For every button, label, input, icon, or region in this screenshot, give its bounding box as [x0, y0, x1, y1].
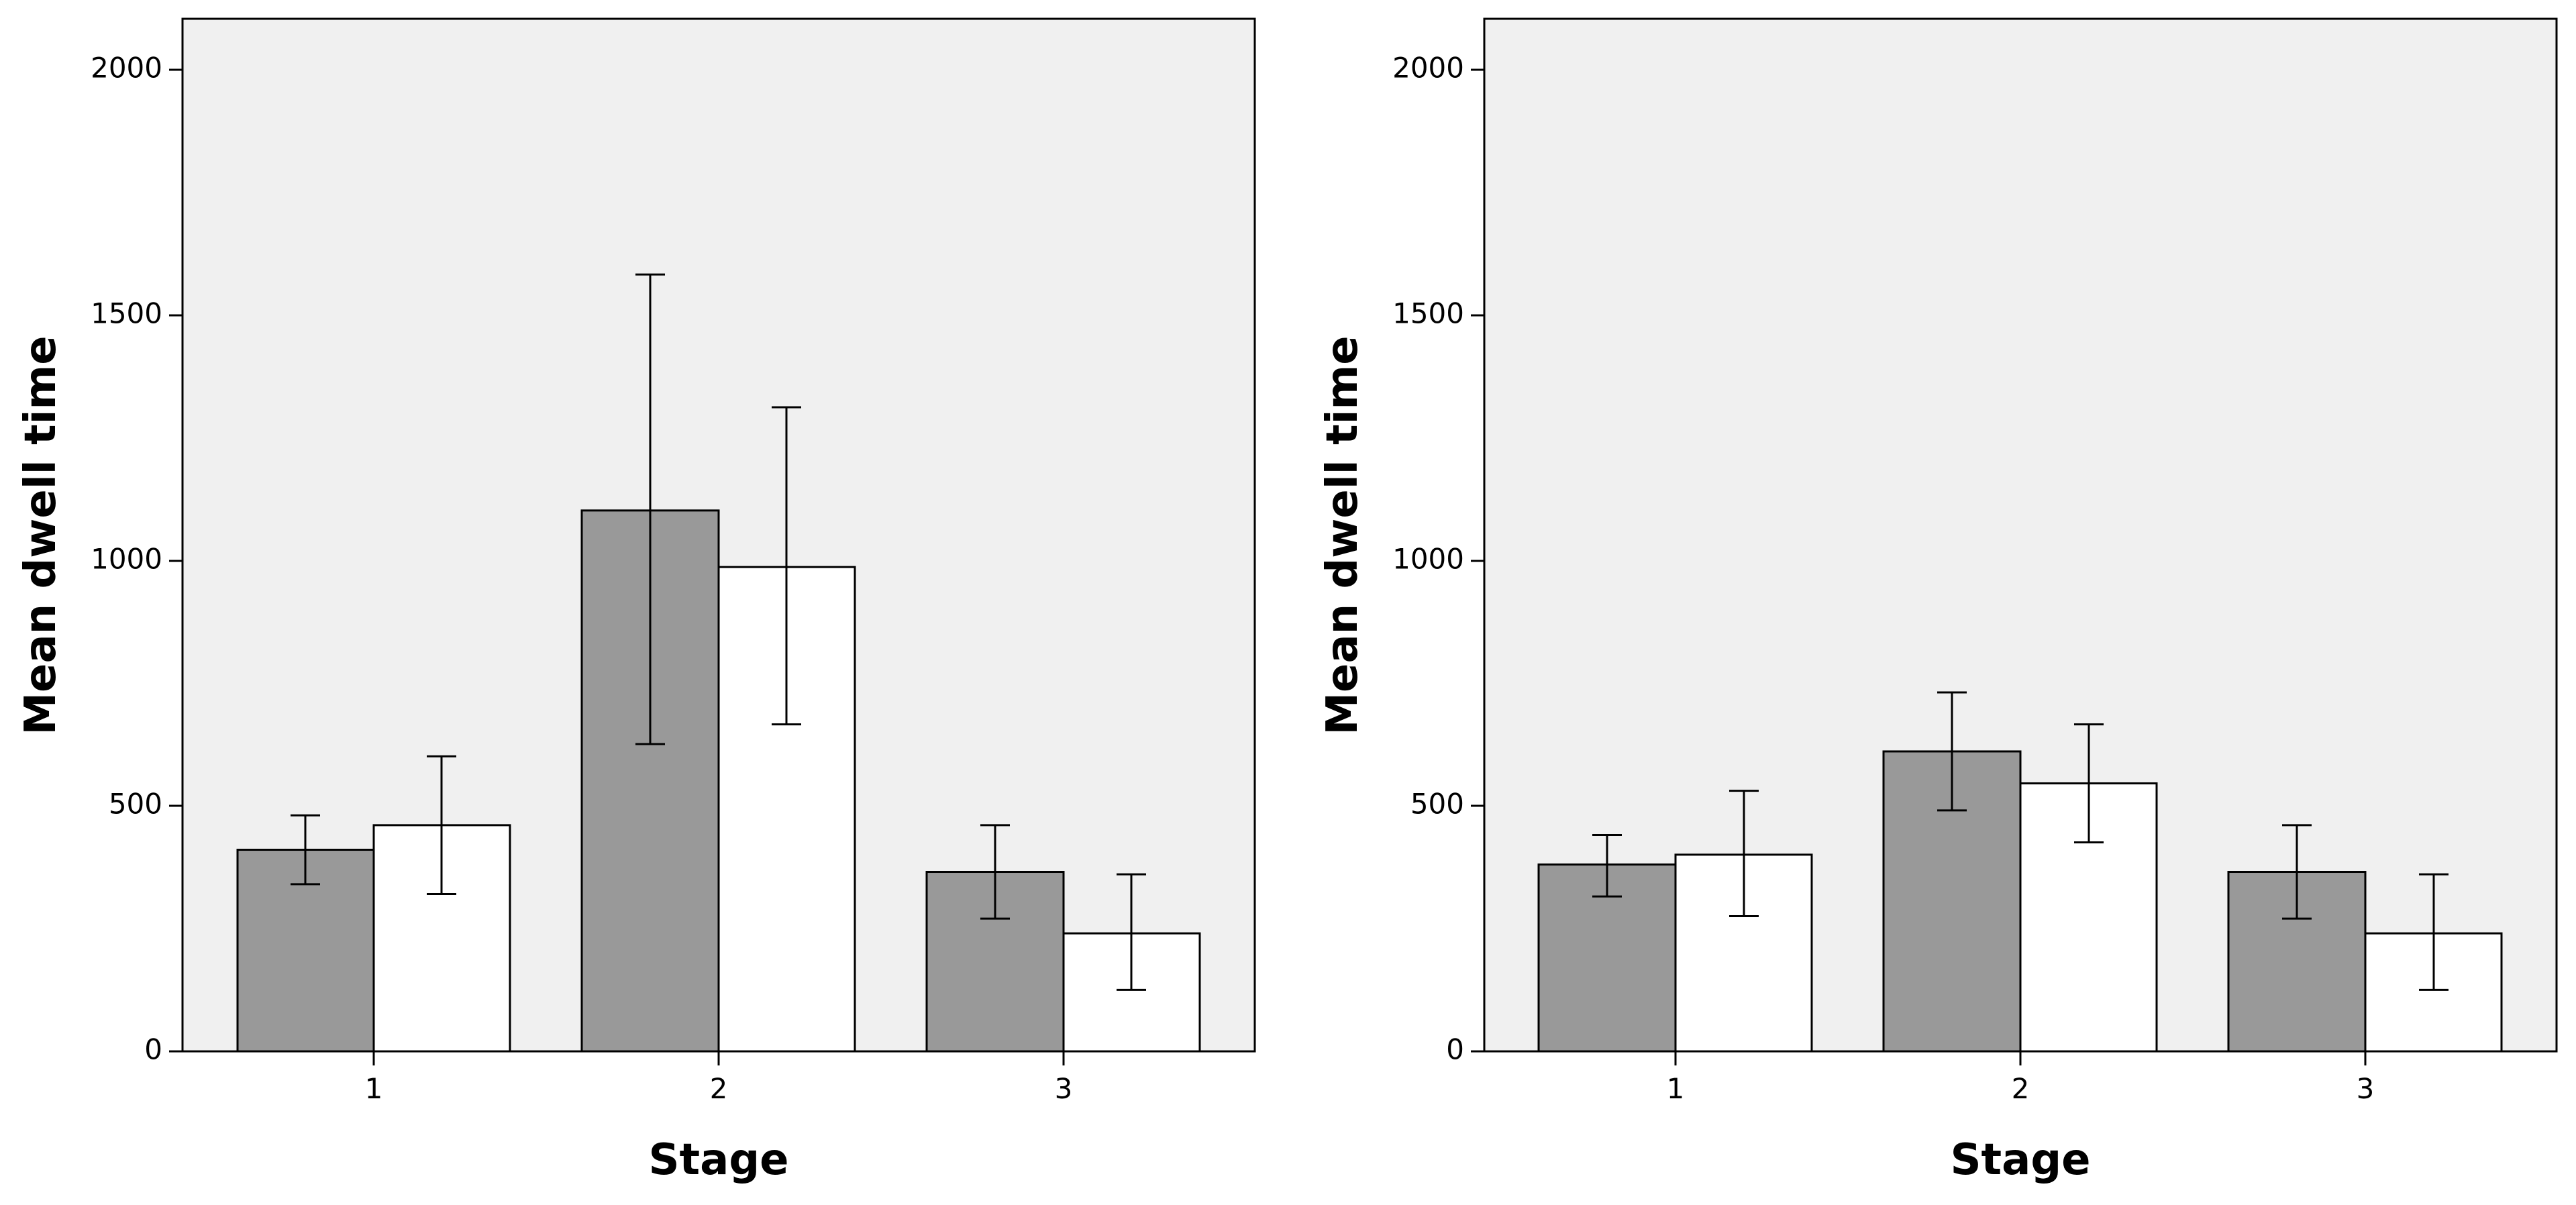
x-axis-title: Stage: [648, 1135, 788, 1185]
y-tick: 0: [1446, 1033, 1484, 1066]
x-axis-title: Stage: [1950, 1135, 2090, 1185]
y-tick: 0: [144, 1033, 183, 1066]
error-bar-stage-2-series-2: [2074, 723, 2104, 844]
y-tick-label: 2000: [1392, 52, 1464, 85]
chart-right: 0 500 1000 1500 2000 1: [1318, 17, 2558, 1185]
y-tick-label: 1500: [91, 297, 162, 330]
y-tick-label: 500: [1410, 788, 1464, 821]
error-bar-stage-3-series-2: [2419, 873, 2449, 991]
x-tick-label: 3: [2357, 1072, 2375, 1105]
error-bar-stage-2-series-2: [772, 406, 801, 726]
error-bar-stage-2-series-1: [635, 273, 665, 745]
y-tick-label: 0: [1446, 1033, 1464, 1066]
x-tick-label: 2: [710, 1072, 728, 1105]
error-bars: [291, 273, 1146, 991]
y-axis-title: Mean dwell time: [16, 335, 66, 735]
x-axis: 1 2 3: [365, 1051, 1073, 1105]
x-tick: 3: [1055, 1051, 1073, 1105]
error-bar-stage-3-series-1: [980, 824, 1010, 920]
y-tick: 1000: [1392, 543, 1484, 576]
y-axis-title: Mean dwell time: [1318, 335, 1368, 735]
error-bar-stage-3-series-2: [1117, 873, 1146, 991]
y-axis: 0 500 1000 1500 2000: [91, 52, 183, 1066]
y-tick: 2000: [1392, 52, 1484, 85]
error-bar-stage-1-series-1: [1592, 834, 1622, 898]
error-bar-stage-2-series-1: [1937, 691, 1967, 812]
y-tick: 1500: [1392, 297, 1484, 330]
y-tick: 2000: [91, 52, 183, 85]
y-tick: 1000: [91, 543, 183, 576]
x-tick-label: 1: [1667, 1072, 1685, 1105]
x-tick-label: 3: [1055, 1072, 1073, 1105]
y-tick: 500: [109, 788, 183, 821]
y-tick-label: 1000: [1392, 543, 1464, 576]
x-tick: 2: [2012, 1051, 2030, 1105]
x-tick: 1: [365, 1051, 383, 1105]
bars: [1537, 750, 2503, 1053]
x-tick: 1: [1667, 1051, 1685, 1105]
y-tick: 500: [1410, 788, 1484, 821]
y-tick-label: 1000: [91, 543, 162, 576]
y-tick-label: 1500: [1392, 297, 1464, 330]
x-axis: 1 2 3: [1667, 1051, 2375, 1105]
x-tick-label: 1: [365, 1072, 383, 1105]
x-tick: 3: [2357, 1051, 2375, 1105]
x-tick: 2: [710, 1051, 728, 1105]
y-tick: 1500: [91, 297, 183, 330]
error-bars: [1592, 691, 2449, 991]
y-tick-label: 2000: [91, 52, 162, 85]
chart-left: 0 500 1000 1500 2000 1: [16, 17, 1256, 1185]
y-tick-label: 500: [109, 788, 162, 821]
y-axis: 0 500 1000 1500 2000: [1392, 52, 1484, 1066]
x-tick-label: 2: [2012, 1072, 2030, 1105]
error-bar-stage-1-series-1: [291, 814, 320, 886]
error-bar-stage-1-series-2: [1729, 790, 1759, 917]
error-bar-stage-3-series-1: [2282, 824, 2312, 920]
y-tick-label: 0: [144, 1033, 162, 1066]
error-bar-stage-1-series-2: [427, 755, 456, 895]
